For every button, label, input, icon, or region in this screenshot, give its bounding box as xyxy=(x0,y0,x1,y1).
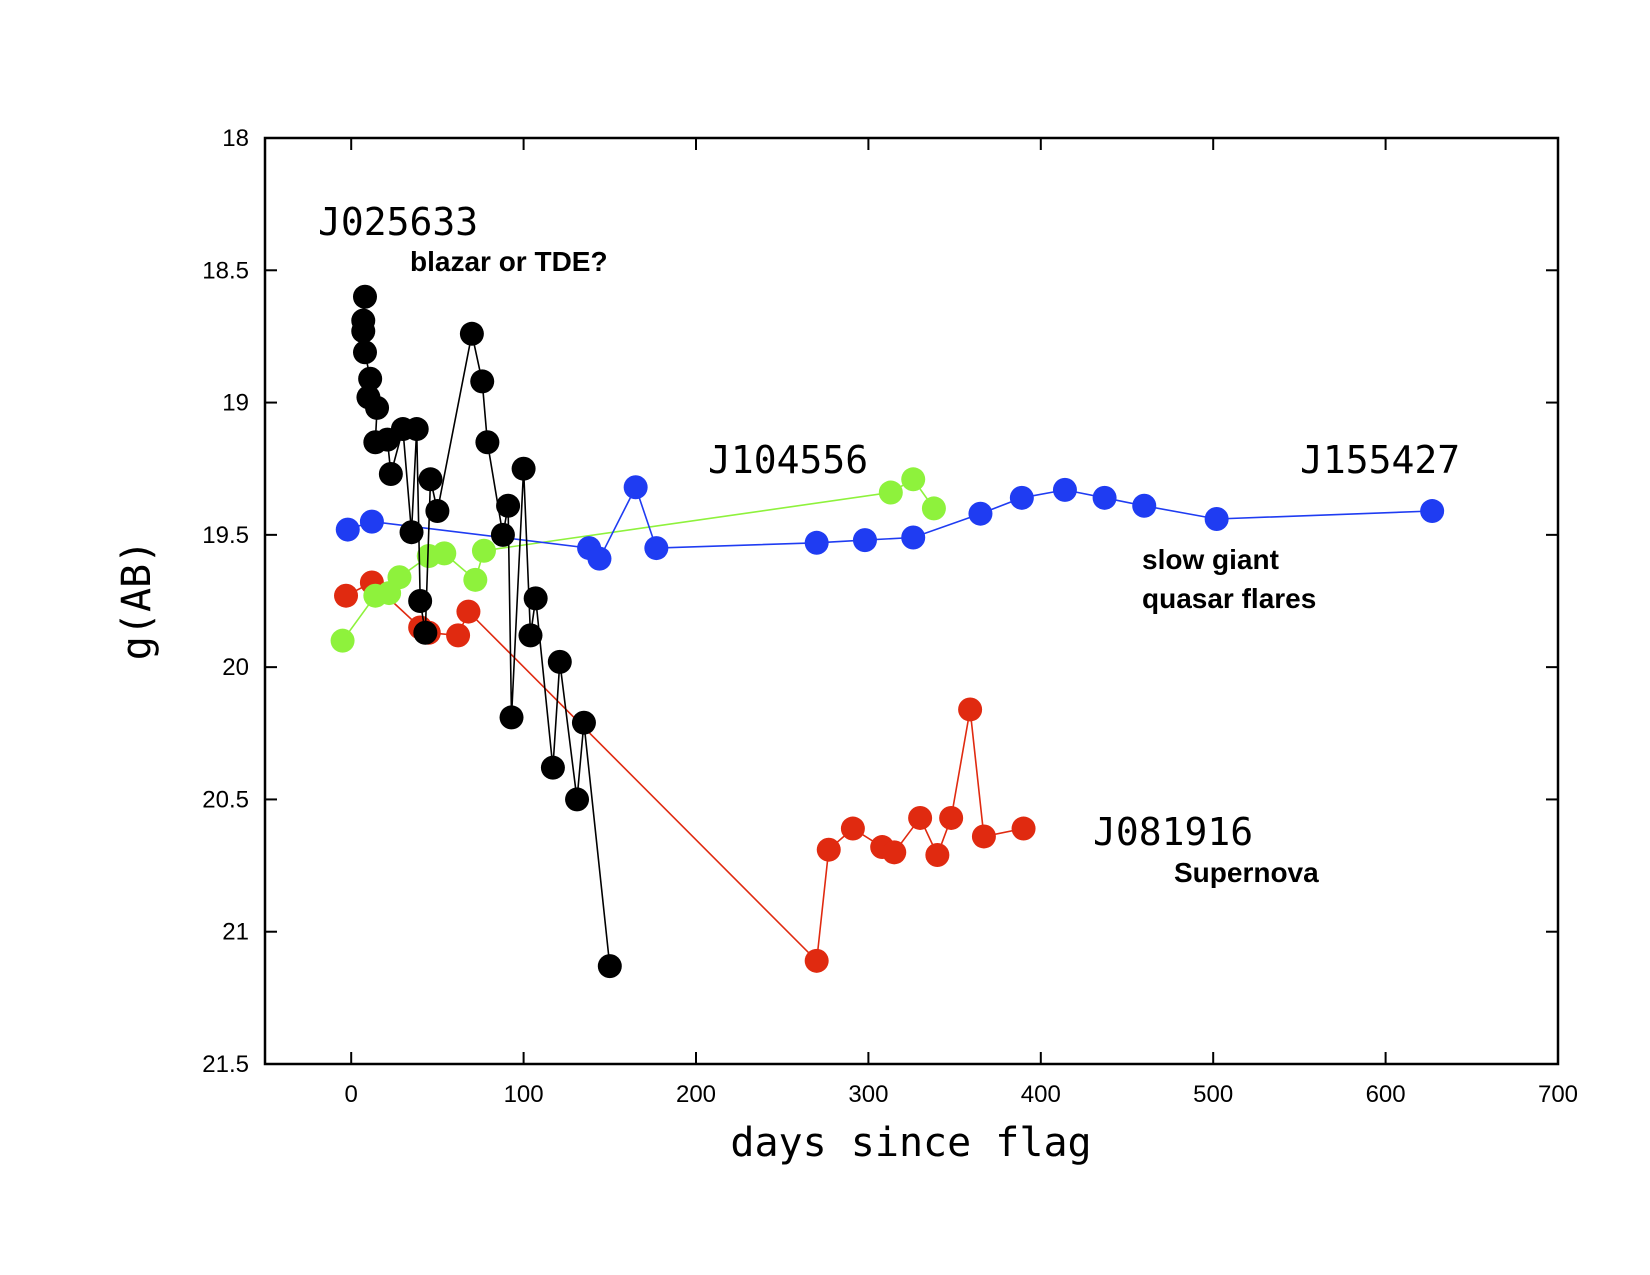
series-j081916 xyxy=(334,570,1036,973)
data-point-j155427 xyxy=(587,546,612,571)
data-point-j025633 xyxy=(352,284,377,309)
data-point-j025633 xyxy=(490,522,515,547)
x-tick-label: 600 xyxy=(1366,1081,1406,1108)
x-tick-label: 500 xyxy=(1193,1081,1233,1108)
y-tick-label: 20.5 xyxy=(202,786,249,813)
data-point-j104556 xyxy=(432,541,457,566)
y-tick-label: 18 xyxy=(222,125,249,152)
label-j025633: J025633 xyxy=(318,200,478,244)
data-point-j081916 xyxy=(334,583,359,608)
data-point-j104556 xyxy=(330,628,355,653)
data-point-j081916 xyxy=(804,948,829,973)
data-point-j025633 xyxy=(413,620,438,645)
data-point-j155427 xyxy=(359,509,384,534)
data-point-j155427 xyxy=(1092,485,1117,510)
data-point-j025633 xyxy=(511,456,536,481)
data-point-j025633 xyxy=(408,589,433,613)
series-j025633 xyxy=(351,284,622,979)
data-point-j025633 xyxy=(565,787,590,812)
data-point-j104556 xyxy=(471,538,496,563)
data-point-j081916 xyxy=(908,805,933,830)
x-tick-label: 700 xyxy=(1538,1081,1578,1108)
x-tick-label: 400 xyxy=(1021,1081,1061,1108)
data-point-j025633 xyxy=(358,366,383,391)
data-point-j155427 xyxy=(1052,477,1077,502)
x-tick-label: 100 xyxy=(504,1081,544,1108)
data-point-j025633 xyxy=(571,710,596,735)
y-tick-label: 19.5 xyxy=(202,522,249,549)
data-point-j104556 xyxy=(921,496,946,521)
series-j104556 xyxy=(330,467,946,653)
data-point-j081916 xyxy=(882,840,907,865)
data-point-j104556 xyxy=(387,565,412,590)
data-point-j025633 xyxy=(365,395,390,420)
data-point-j155427 xyxy=(1204,506,1229,531)
data-point-j155427 xyxy=(623,475,648,500)
data-point-j025633 xyxy=(399,520,424,545)
data-point-j155427 xyxy=(1132,493,1157,518)
series-line-j025633 xyxy=(362,296,611,967)
y-axis-title: g(AB) xyxy=(114,540,160,660)
data-point-j025633 xyxy=(352,340,377,365)
series-j155427 xyxy=(335,475,1445,571)
data-point-j081916 xyxy=(456,599,481,624)
data-point-j155427 xyxy=(644,536,669,561)
data-point-j081916 xyxy=(446,623,471,648)
data-point-j081916 xyxy=(925,842,950,867)
plot-frame xyxy=(263,136,1560,1066)
data-point-j081916 xyxy=(1011,816,1036,841)
x-tick-label: 0 xyxy=(345,1081,358,1108)
data-point-j025633 xyxy=(518,623,543,648)
note-j081916: Supernova xyxy=(1174,857,1319,888)
data-point-j081916 xyxy=(840,816,865,841)
label-j155427: J155427 xyxy=(1300,438,1460,482)
data-point-j025633 xyxy=(425,499,450,524)
data-point-j025633 xyxy=(499,705,524,730)
data-point-j081916 xyxy=(971,824,996,849)
data-point-j025633 xyxy=(470,369,495,394)
axis-ticks: 0 100 200 300 400 500 600 700 18 18.5 19 19.5 20 20.5… xyxy=(202,125,1578,1108)
data-point-j081916 xyxy=(816,837,841,862)
y-tick-label: 21 xyxy=(222,919,249,946)
data-point-j025633 xyxy=(351,319,376,344)
note-j025633: blazar or TDE? xyxy=(410,246,608,277)
y-tick-label: 19 xyxy=(222,390,249,417)
label-j104556: J104556 xyxy=(708,438,868,482)
data-point-j155427 xyxy=(804,530,829,555)
data-point-j025633 xyxy=(459,321,484,346)
x-tick-label: 300 xyxy=(848,1081,888,1108)
label-j081916: J081916 xyxy=(1093,810,1253,854)
data-point-j081916 xyxy=(958,697,983,722)
data-point-j155427 xyxy=(968,501,993,526)
data-point-j155427 xyxy=(335,517,360,542)
data-point-j025633 xyxy=(496,493,521,518)
data-point-j025633 xyxy=(540,755,565,780)
y-tick-label: 20 xyxy=(222,654,249,681)
data-point-j025633 xyxy=(404,417,429,442)
data-point-j025633 xyxy=(475,430,500,455)
series-layer xyxy=(330,284,1445,979)
data-point-j025633 xyxy=(418,467,443,492)
data-point-j104556 xyxy=(463,567,488,592)
data-point-j081916 xyxy=(939,805,964,830)
x-axis-title: days since flag xyxy=(730,1120,1091,1166)
data-point-j025633 xyxy=(378,462,403,487)
y-tick-label: 21.5 xyxy=(202,1051,249,1078)
data-point-j025633 xyxy=(547,649,572,674)
y-tick-label: 18.5 xyxy=(202,257,249,284)
data-point-j025633 xyxy=(597,954,622,979)
x-tick-label: 200 xyxy=(676,1081,716,1108)
data-point-j155427 xyxy=(1420,499,1445,524)
data-point-j025633 xyxy=(523,586,548,611)
data-point-j104556 xyxy=(878,480,903,505)
data-point-j155427 xyxy=(1009,485,1034,510)
data-point-j155427 xyxy=(901,525,926,550)
data-point-j155427 xyxy=(852,528,877,553)
data-point-j104556 xyxy=(901,467,926,492)
note-j155427-line1: slow giant xyxy=(1142,544,1279,575)
note-j155427-line2: quasar flares xyxy=(1142,583,1316,614)
